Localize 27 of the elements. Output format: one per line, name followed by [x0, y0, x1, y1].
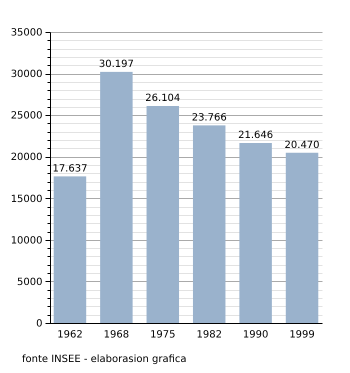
data-label: 20.470: [284, 140, 320, 151]
bar: [146, 106, 180, 323]
x-tick-label: 1982: [196, 330, 222, 340]
y-tick-label: 0: [36, 318, 42, 330]
data-label: 23.766: [192, 112, 227, 124]
data-label: 26.104: [145, 92, 180, 104]
bar: [54, 176, 86, 323]
data-label: 30.197: [98, 58, 134, 70]
x-tick-label: 1990: [242, 330, 268, 340]
bar: [239, 143, 272, 323]
x-tick-label: 1962: [57, 330, 83, 340]
y-tick-label: 5000: [17, 276, 42, 288]
data-label: 17.637: [52, 163, 88, 174]
bar: [192, 125, 226, 323]
x-tick-label: 1975: [150, 330, 176, 340]
y-tick-label: 20000: [10, 152, 42, 164]
bar: [100, 72, 133, 323]
bar: [286, 152, 318, 323]
source-note: fonte INSEE - elaborasion grafica: [22, 354, 187, 365]
y-tick-label: 30000: [10, 69, 42, 80]
data-label: 21.646: [238, 130, 274, 142]
x-tick-label: 1999: [289, 330, 315, 340]
y-tick-label: 35000: [10, 28, 42, 38]
x-tick-label: 1968: [104, 330, 130, 340]
y-tick-label: 25000: [10, 110, 42, 122]
y-tick-label: 15000: [10, 194, 42, 205]
y-tick-label: 10000: [10, 235, 42, 246]
